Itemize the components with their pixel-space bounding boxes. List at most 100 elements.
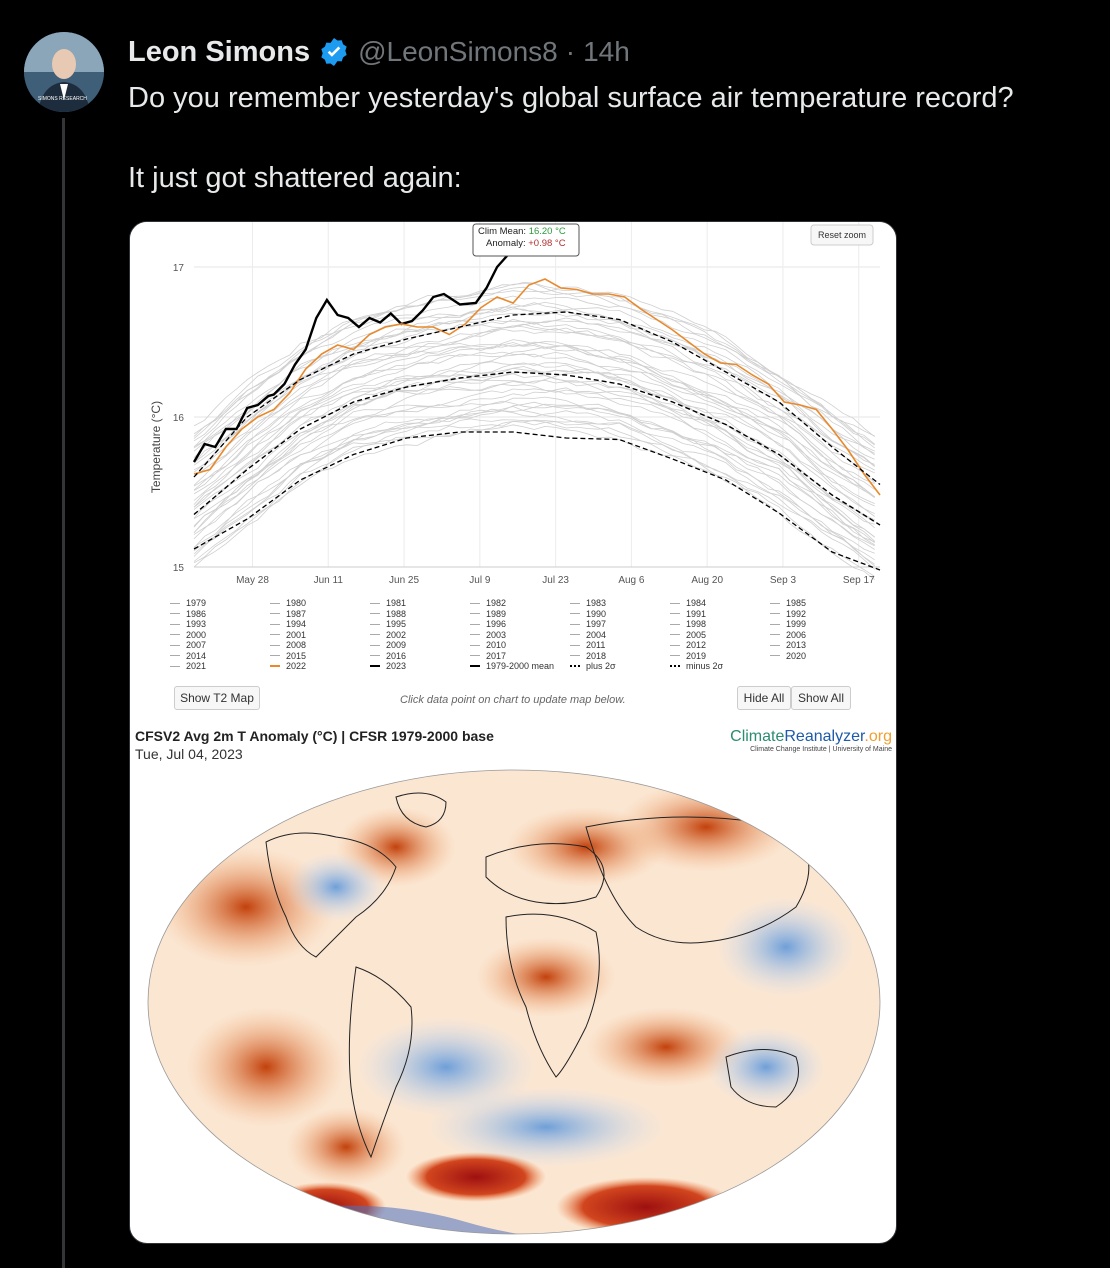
legend-item[interactable]: 1991: [670, 609, 760, 620]
legend-item[interactable]: 1995: [370, 619, 460, 630]
legend-item[interactable]: 2014: [170, 651, 260, 662]
legend-item[interactable]: 2006: [770, 630, 860, 641]
chart-legend: 1979 1986 1993 2000 2007 2014 2021 1980 1987 1994…: [170, 598, 870, 671]
x-tick-label: Aug 6: [618, 575, 645, 586]
series-line-year: [193, 308, 875, 460]
legend-swatch: [270, 655, 280, 657]
legend-swatch: [470, 613, 480, 615]
legend-item[interactable]: 1989: [470, 609, 560, 620]
legend-item[interactable]: 1982: [470, 598, 560, 609]
legend-item[interactable]: 1992: [770, 609, 860, 620]
series-line-year: [193, 420, 875, 565]
legend-swatch: [470, 623, 480, 625]
legend-column: 1982 1989 1996 2003 2010 2017 1979-2000 mean: [470, 598, 560, 672]
hide-all-button[interactable]: Hide All: [737, 686, 791, 710]
legend-item[interactable]: 1979-2000 mean: [470, 661, 560, 672]
legend-item[interactable]: 2007: [170, 640, 260, 651]
legend-item[interactable]: 1999: [770, 619, 860, 630]
legend-item[interactable]: 1998: [670, 619, 760, 630]
legend-item[interactable]: 2021: [170, 661, 260, 672]
legend-item[interactable]: 2001: [270, 630, 360, 641]
legend-item[interactable]: 2020: [770, 651, 860, 662]
legend-item[interactable]: 2013: [770, 640, 860, 651]
legend-item[interactable]: 2022: [270, 661, 360, 672]
legend-swatch: [370, 623, 380, 625]
legend-item[interactable]: minus 2σ: [670, 661, 760, 672]
legend-label: 1982: [486, 598, 507, 609]
legend-item[interactable]: 2010: [470, 640, 560, 651]
tweet-text: Do you remember yesterday's global surfa…: [128, 78, 1088, 198]
show-t2-map-button[interactable]: Show T2 Map: [174, 686, 260, 710]
legend-item[interactable]: 1986: [170, 609, 260, 620]
legend-item[interactable]: 2016: [370, 651, 460, 662]
chart-svg[interactable]: 15 16 17 May 28 Jun 11 Jun 25 Jul 9 Jul 23 Aug …: [130, 222, 896, 594]
legend-item[interactable]: 2000: [170, 630, 260, 641]
legend-item[interactable]: 2018: [570, 651, 660, 662]
legend-swatch: [770, 655, 780, 657]
legend-column: 1980 1987 1994 2001 2008 2015 2022: [270, 598, 360, 672]
legend-item[interactable]: 1981: [370, 598, 460, 609]
legend-swatch: [170, 613, 180, 615]
legend-item[interactable]: 2009: [370, 640, 460, 651]
series-line-year: [193, 379, 875, 538]
legend-label: 1998: [686, 619, 707, 630]
series-line-plus-2sigma[interactable]: [193, 311, 881, 486]
y-axis-label: Temperature (°C): [149, 401, 163, 493]
legend-swatch: [570, 613, 580, 615]
series-line-2022[interactable]: [193, 278, 881, 496]
series-line-year: [193, 351, 875, 504]
climate-reanalyzer-logo[interactable]: ClimateReanalyzer.org Climate Change Ins…: [730, 728, 892, 753]
legend-item[interactable]: 2011: [570, 640, 660, 651]
legend-swatch: [170, 623, 180, 625]
x-tick-label: Jul 23: [542, 575, 569, 586]
series-line-mean[interactable]: [193, 371, 881, 526]
legend-item[interactable]: 2005: [670, 630, 760, 641]
legend-item[interactable]: 1988: [370, 609, 460, 620]
legend-item[interactable]: 2017: [470, 651, 560, 662]
legend-label: 1988: [386, 608, 407, 619]
legend-swatch: [770, 602, 780, 604]
legend-item[interactable]: 2019: [670, 651, 760, 662]
legend-swatch: [170, 644, 180, 646]
series-line-minus-2sigma[interactable]: [193, 431, 881, 571]
anomaly-world-map[interactable]: [146, 767, 882, 1237]
legend-item[interactable]: 2012: [670, 640, 760, 651]
legend-item[interactable]: 1983: [570, 598, 660, 609]
show-all-button[interactable]: Show All: [791, 686, 851, 710]
legend-item[interactable]: 1985: [770, 598, 860, 609]
legend-item[interactable]: 1990: [570, 609, 660, 620]
legend-item[interactable]: 1979: [170, 598, 260, 609]
legend-item[interactable]: 2003: [470, 630, 560, 641]
series-line-year: [193, 362, 875, 517]
legend-label: 1985: [786, 598, 807, 609]
legend-item[interactable]: 1987: [270, 609, 360, 620]
legend-item[interactable]: 2023: [370, 661, 460, 672]
legend-swatch: [770, 644, 780, 646]
legend-item[interactable]: 1997: [570, 619, 660, 630]
temperature-chart[interactable]: 15 16 17 May 28 Jun 11 Jun 25 Jul 9 Jul 23 Aug …: [130, 222, 896, 717]
tweet-media-image[interactable]: 15 16 17 May 28 Jun 11 Jun 25 Jul 9 Jul 23 Aug …: [129, 221, 897, 1244]
legend-item[interactable]: 1993: [170, 619, 260, 630]
legend-item[interactable]: 2008: [270, 640, 360, 651]
x-tick-label: Sep 3: [770, 575, 797, 586]
author-handle[interactable]: @LeonSimons8: [358, 36, 558, 67]
legend-label: minus 2σ: [686, 661, 724, 672]
series-line-year: [193, 396, 875, 550]
legend-item[interactable]: plus 2σ: [570, 661, 660, 672]
avatar[interactable]: SIMONS RESEARCH: [24, 32, 104, 112]
post-time[interactable]: 14h: [583, 36, 630, 67]
legend-item[interactable]: 1994: [270, 619, 360, 630]
legend-item[interactable]: 1996: [470, 619, 560, 630]
legend-item[interactable]: 1980: [270, 598, 360, 609]
legend-swatch: [470, 644, 480, 646]
x-tick-label: Jun 25: [389, 575, 419, 586]
legend-item[interactable]: 2015: [270, 651, 360, 662]
legend-item[interactable]: 2002: [370, 630, 460, 641]
legend-label: 2005: [686, 629, 707, 640]
legend-item[interactable]: 1984: [670, 598, 760, 609]
series-line-2023[interactable]: [192, 232, 535, 463]
tooltip-value-1: 16.20 °C: [529, 226, 566, 237]
legend-item[interactable]: 2004: [570, 630, 660, 641]
reset-zoom-button[interactable]: Reset zoom: [810, 224, 874, 246]
author-name[interactable]: Leon Simons: [128, 35, 311, 68]
